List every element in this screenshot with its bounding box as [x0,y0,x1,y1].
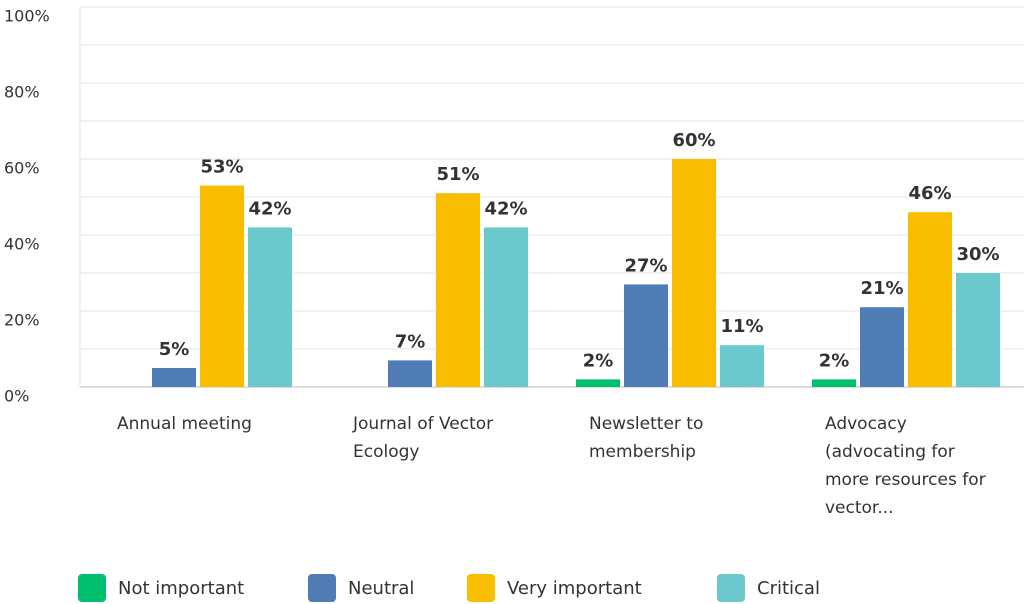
data-label: 27% [624,255,667,276]
data-label: 7% [395,331,426,352]
data-label: 42% [484,198,527,219]
y-tick-label: 40% [4,235,40,254]
data-label: 30% [956,244,999,265]
bar [860,307,904,387]
legend-swatch [78,574,106,602]
legend-swatch [308,574,336,602]
bar [624,284,668,387]
y-tick-label: 80% [4,83,40,102]
y-tick-label: 0% [4,387,29,406]
data-label: 53% [200,157,243,178]
bar [672,159,716,387]
legend-label: Very important [507,578,642,599]
legend-swatch [717,574,745,602]
data-label: 51% [436,164,479,185]
x-tick-label: Newsletter to membership [589,414,704,462]
y-tick-label: 60% [4,159,40,178]
legend-label: Neutral [348,578,414,599]
data-label: 2% [583,350,614,371]
data-label: 5% [159,339,190,360]
bar [720,345,764,387]
x-tick-label: Annual meeting [117,414,252,434]
data-label: 21% [860,278,903,299]
legend-label: Critical [757,578,820,599]
data-label: 2% [819,350,850,371]
bar [388,360,432,387]
bar [436,193,480,387]
x-tick-label: Journal of Vector Ecology [353,414,494,462]
legend-swatch [467,574,495,602]
legend-label: Not important [118,578,244,599]
data-label: 46% [908,183,951,204]
data-label: 42% [248,198,291,219]
bar [956,273,1000,387]
bar [200,185,244,387]
y-tick-label: 20% [4,311,40,330]
data-label: 60% [672,130,715,151]
data-label: 11% [720,316,763,337]
bar [812,379,856,387]
bar [908,212,952,387]
x-tick-label: Advocacy (advocating for more resources … [825,414,986,518]
bar [248,227,292,387]
bar [576,379,620,387]
bar [484,227,528,387]
y-tick-label: 100% [4,7,50,26]
bar [152,368,196,387]
